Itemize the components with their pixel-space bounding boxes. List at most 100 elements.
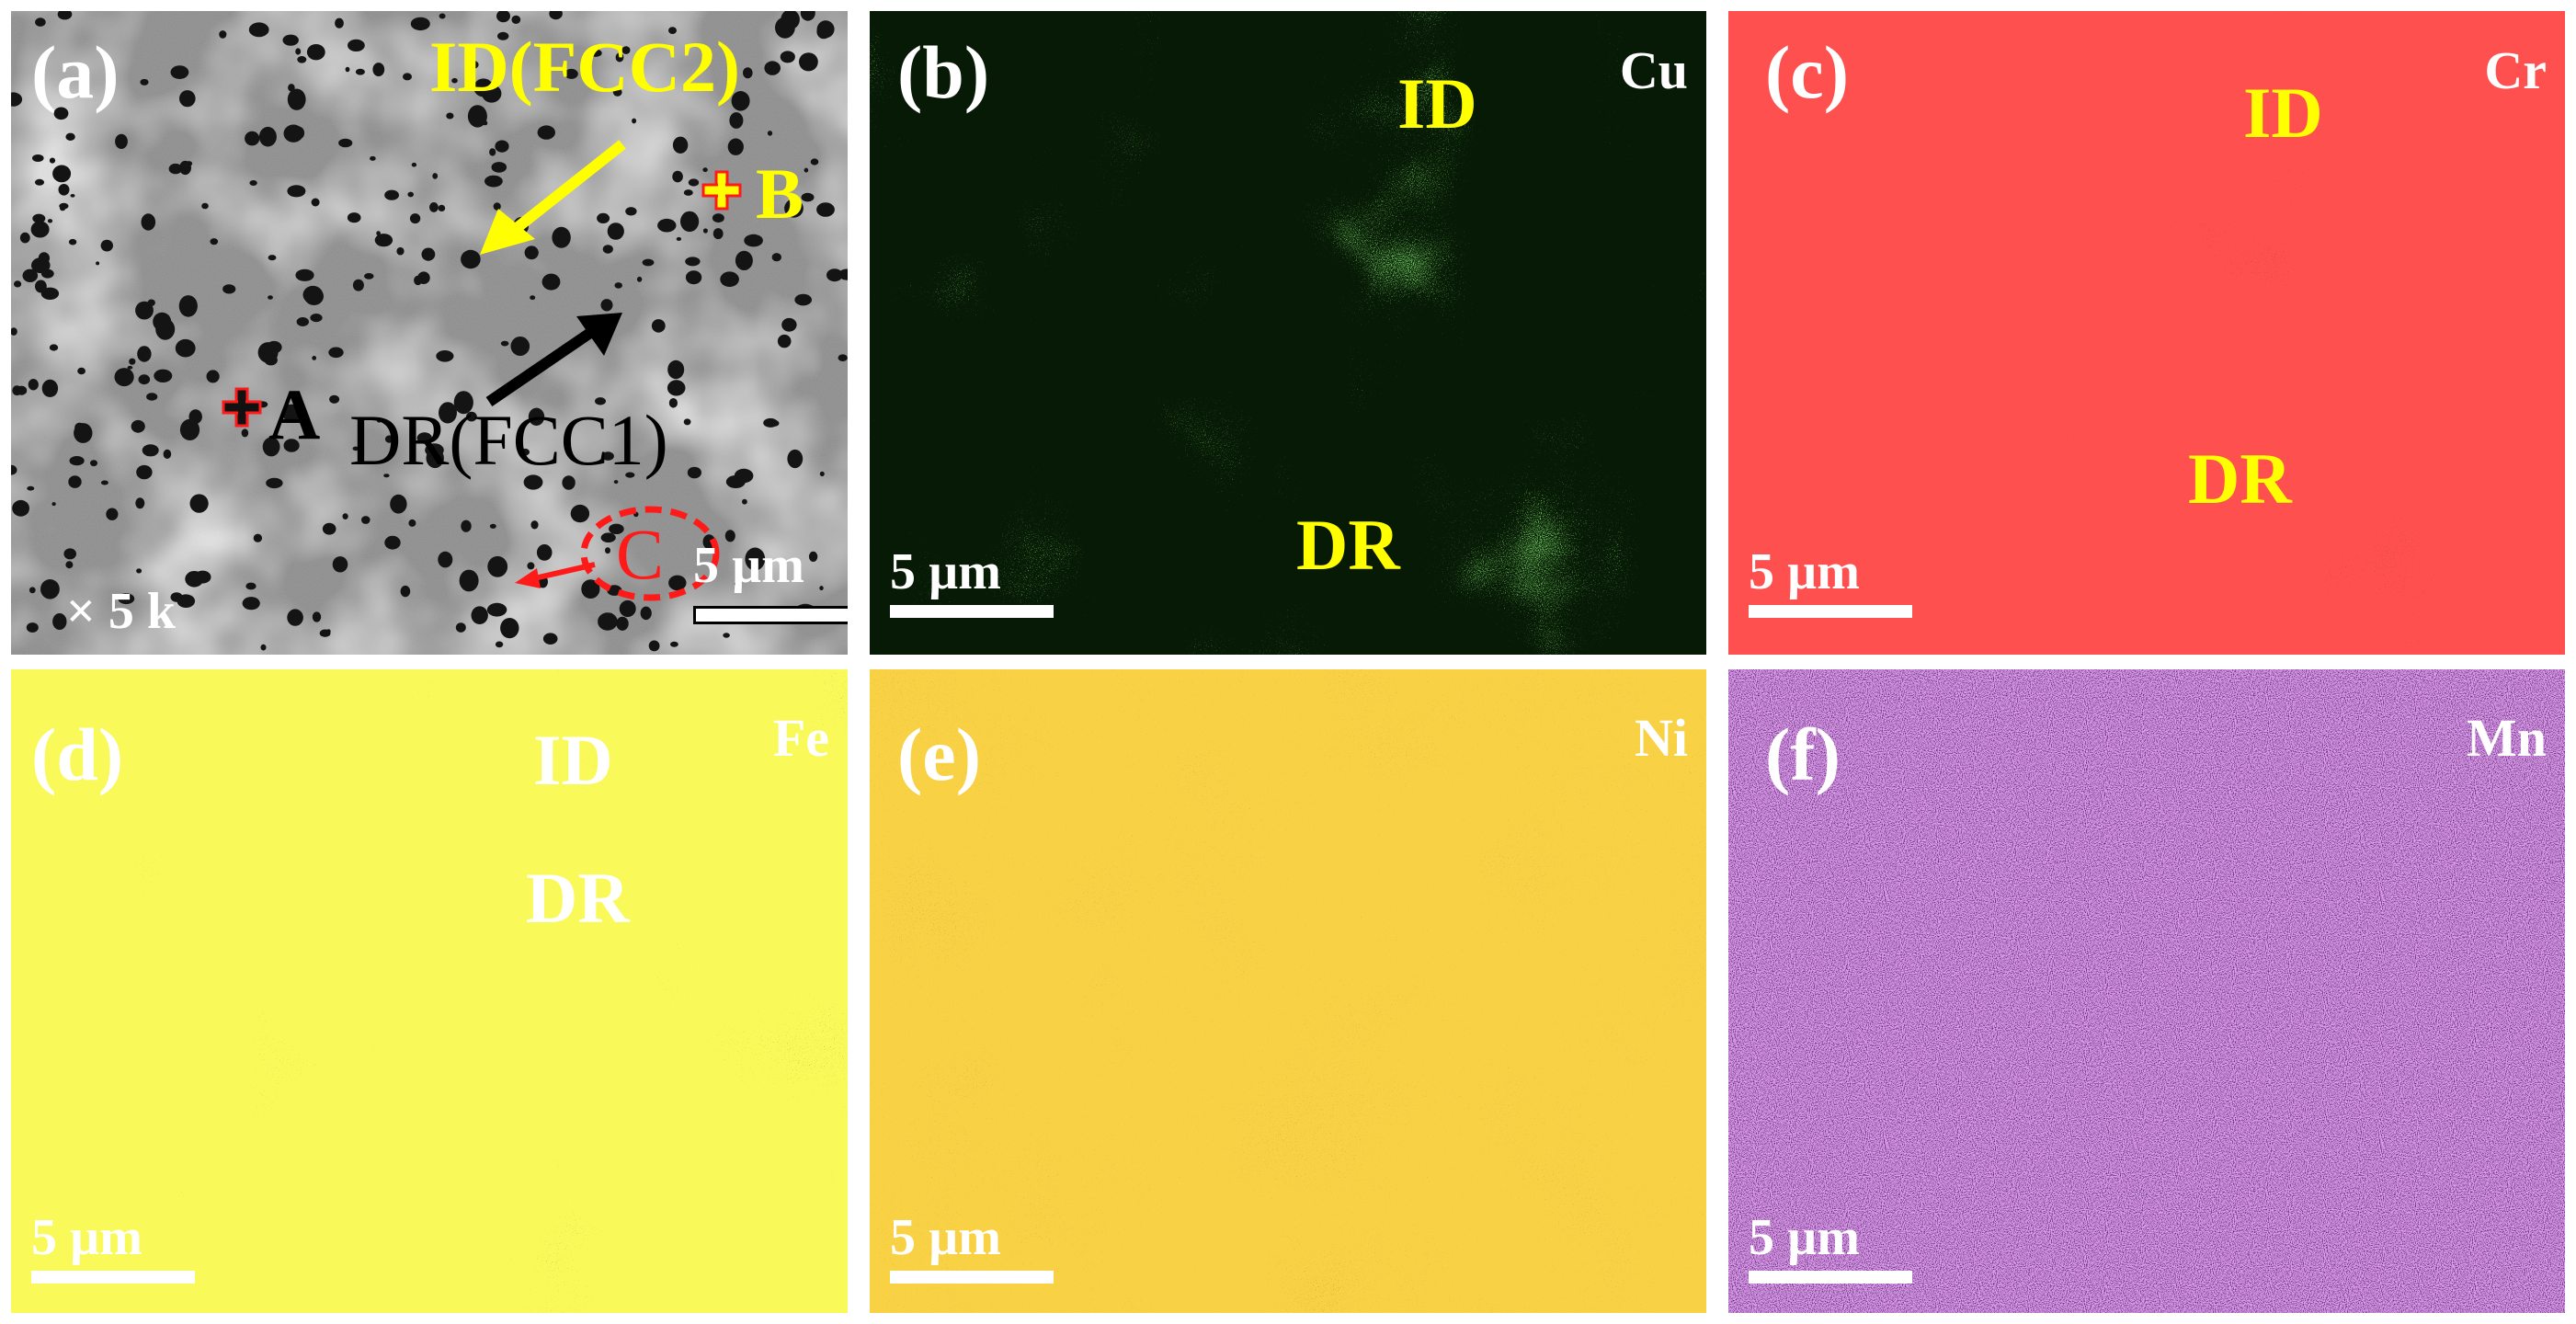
sem-pore xyxy=(461,249,481,269)
panel-e-scalebar: 5 µm xyxy=(890,1212,1054,1284)
sem-pore xyxy=(70,194,75,198)
sem-pore xyxy=(57,11,73,20)
panel-b-scale-text: 5 µm xyxy=(890,543,1001,600)
sem-pore xyxy=(311,198,320,207)
panel-d-scale-bar xyxy=(31,1271,195,1284)
panel-a-sem: (a) ID(FCC2) B A DR(FCC1) xyxy=(11,11,848,655)
sem-pore xyxy=(676,236,682,241)
sem-pore xyxy=(838,354,848,362)
ni-eds-map xyxy=(870,669,1706,1313)
sem-pore xyxy=(16,385,28,395)
sem-pore xyxy=(602,245,613,254)
sem-pore xyxy=(347,212,361,223)
panel-b-scalebar: 5 µm xyxy=(890,546,1054,618)
sem-pore xyxy=(496,11,510,23)
sem-pore xyxy=(364,273,374,280)
sem-pore xyxy=(702,167,708,173)
sem-pore xyxy=(581,579,600,599)
sem-pore xyxy=(625,207,637,216)
sem-pore xyxy=(52,613,67,630)
sem-pore xyxy=(712,228,724,240)
sem-pore xyxy=(22,268,39,282)
sem-pore xyxy=(613,480,619,485)
sem-pore xyxy=(282,34,299,46)
sem-pore xyxy=(597,212,610,223)
sem-pore xyxy=(138,374,151,385)
sem-pore xyxy=(767,131,773,136)
sem-pore xyxy=(283,439,300,452)
sem-pore xyxy=(47,219,53,223)
sem-pore xyxy=(459,569,479,592)
black-arrow-icon xyxy=(485,313,622,406)
sem-pore xyxy=(32,213,46,223)
sem-pore xyxy=(781,11,800,30)
point-b-label: B xyxy=(756,154,804,234)
sem-pore xyxy=(410,17,430,31)
sem-pore xyxy=(127,365,133,370)
cr-eds-map xyxy=(1728,11,2565,655)
panel-a-label: (a) xyxy=(31,30,120,114)
sem-pore xyxy=(764,61,781,75)
sem-pore xyxy=(432,173,439,179)
sem-pore xyxy=(685,270,702,285)
sem-pore xyxy=(292,126,305,140)
sem-pore xyxy=(65,561,74,569)
sem-pore xyxy=(63,548,76,560)
sem-pore xyxy=(40,579,60,599)
sem-pore xyxy=(131,419,145,433)
sem-pore xyxy=(464,60,479,70)
sem-pore xyxy=(734,581,742,587)
sem-pore xyxy=(600,532,616,542)
sem-pore xyxy=(189,494,209,513)
mn-eds-map xyxy=(1728,669,2565,1313)
sem-pore xyxy=(179,160,191,176)
sem-pore xyxy=(800,11,815,21)
sem-pore xyxy=(163,449,172,459)
sem-pore xyxy=(619,599,636,618)
sem-pore xyxy=(32,154,44,162)
sem-pore xyxy=(781,317,797,332)
sem-pore xyxy=(614,282,622,289)
sem-pore xyxy=(720,271,739,288)
sem-pore xyxy=(530,520,539,530)
magnification-label: × 5 k xyxy=(66,583,177,640)
sem-pore xyxy=(38,252,50,265)
sem-pore xyxy=(100,480,108,485)
sem-pore xyxy=(115,133,128,149)
sem-pore xyxy=(26,622,39,633)
sem-pore xyxy=(455,622,466,633)
sem-pore xyxy=(497,31,509,40)
sem-pore xyxy=(471,606,488,624)
sem-pore xyxy=(621,46,631,54)
sem-pore xyxy=(495,140,509,153)
sem-pore xyxy=(838,268,848,280)
sem-pore xyxy=(312,611,322,622)
sem-pore xyxy=(612,87,622,97)
sem-pore xyxy=(136,568,142,574)
panel-e-ni-map: (e) Ni 5 µm xyxy=(870,669,1706,1313)
sem-pore xyxy=(609,523,624,534)
sem-pore xyxy=(542,633,558,645)
sem-pore xyxy=(245,131,260,146)
sem-pore xyxy=(411,162,417,167)
sem-pore xyxy=(787,449,804,469)
sem-pore xyxy=(523,474,543,490)
sem-pore xyxy=(742,498,747,505)
sem-pore xyxy=(154,369,173,382)
sem-pore xyxy=(416,432,432,444)
sem-pore xyxy=(188,409,202,425)
sem-pore xyxy=(355,68,365,75)
sem-pore xyxy=(632,118,637,124)
sem-pore xyxy=(763,417,778,428)
sem-pore xyxy=(484,175,503,188)
sem-pore xyxy=(258,126,277,147)
sem-pore xyxy=(552,226,571,248)
sem-pore xyxy=(683,189,693,196)
sem-pore xyxy=(295,268,314,281)
sem-pore xyxy=(598,612,618,631)
panel-b-label: (b) xyxy=(897,30,990,114)
panel-e-scale-bar xyxy=(890,1271,1054,1284)
sem-pore xyxy=(541,273,561,291)
sem-pore xyxy=(439,402,457,424)
sem-pore xyxy=(712,213,724,223)
